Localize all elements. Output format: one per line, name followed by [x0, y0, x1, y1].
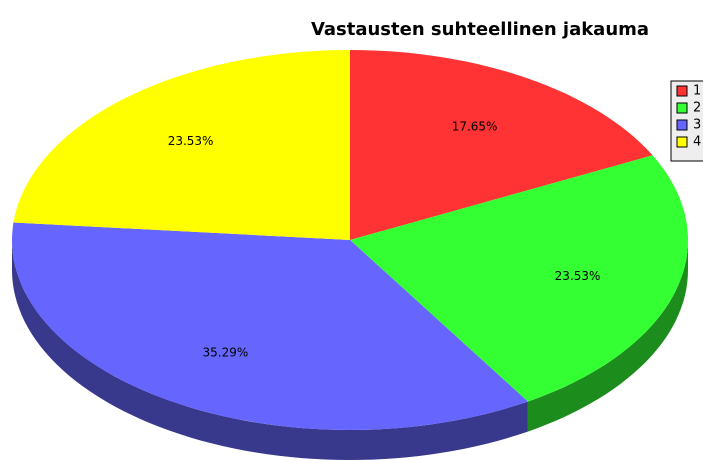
data-label: 35.29%: [203, 346, 249, 360]
data-label: 17.65%: [452, 119, 498, 133]
legend-swatch: [676, 102, 688, 114]
legend-swatch: [676, 85, 688, 97]
legend-label: 1: [693, 84, 701, 99]
slice: [12, 222, 528, 430]
legend-label: 4: [693, 135, 701, 150]
slice: [13, 50, 351, 240]
legend-label: 3: [693, 118, 701, 133]
data-label: 23.53%: [168, 134, 214, 148]
slice-side: [12, 240, 528, 460]
data-label: 23.53%: [555, 269, 601, 283]
legend-swatch: [676, 136, 688, 148]
legend-label: 2: [693, 101, 701, 116]
slice-side: [527, 240, 688, 432]
chart-title: Vastausten suhteellinen jakauma: [311, 19, 649, 40]
slice: [350, 50, 653, 240]
slice: [350, 155, 688, 402]
legend-swatch: [676, 119, 688, 131]
